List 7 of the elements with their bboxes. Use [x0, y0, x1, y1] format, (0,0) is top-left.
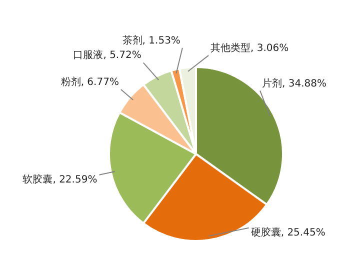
slice-label: 片剂, 34.88% — [262, 77, 327, 90]
slice-label: 硬胶囊, 25.45% — [250, 226, 326, 238]
slice-label: 口服液, 5.72% — [73, 49, 142, 62]
slice-label: 其他类型, 3.06% — [210, 42, 289, 54]
slice-label: 茶剂, 1.53% — [122, 34, 180, 46]
slice-label: 粉剂, 6.77% — [60, 76, 119, 88]
slice-label: 软胶囊, 22.59% — [22, 173, 98, 186]
